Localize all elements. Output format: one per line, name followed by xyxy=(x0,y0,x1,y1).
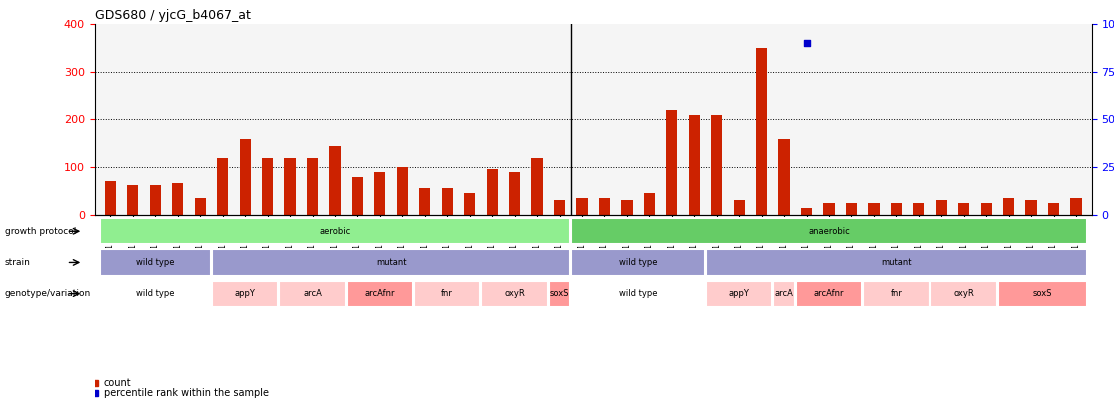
FancyBboxPatch shape xyxy=(863,281,929,307)
Text: wild type: wild type xyxy=(136,289,175,298)
FancyBboxPatch shape xyxy=(212,249,570,275)
Text: count: count xyxy=(104,378,131,388)
Bar xyxy=(397,167,408,215)
Bar xyxy=(195,198,206,215)
Bar xyxy=(756,48,768,215)
Text: genotype/variation: genotype/variation xyxy=(4,289,91,298)
FancyBboxPatch shape xyxy=(571,249,705,275)
FancyBboxPatch shape xyxy=(481,281,548,307)
Bar xyxy=(441,188,453,215)
Bar xyxy=(240,139,251,215)
FancyBboxPatch shape xyxy=(549,281,570,307)
Bar xyxy=(149,185,160,215)
Bar xyxy=(711,115,722,215)
Text: soxS: soxS xyxy=(1033,289,1052,298)
Text: arcA: arcA xyxy=(303,289,322,298)
Bar xyxy=(330,146,341,215)
Text: strain: strain xyxy=(4,258,30,267)
Bar xyxy=(1071,198,1082,215)
FancyBboxPatch shape xyxy=(706,249,1087,275)
Text: wild type: wild type xyxy=(619,258,657,267)
Text: soxS: soxS xyxy=(550,289,569,298)
Bar xyxy=(779,139,790,215)
Bar xyxy=(509,172,520,215)
Text: arcAfnr: arcAfnr xyxy=(813,289,844,298)
Text: growth protocol: growth protocol xyxy=(4,227,76,236)
Text: GDS680 / yjcG_b4067_at: GDS680 / yjcG_b4067_at xyxy=(95,9,251,22)
Text: anaerobic: anaerobic xyxy=(808,227,850,236)
Text: arcAfnr: arcAfnr xyxy=(364,289,395,298)
Text: mutant: mutant xyxy=(375,258,407,267)
FancyBboxPatch shape xyxy=(414,281,480,307)
Bar xyxy=(465,193,476,215)
Bar xyxy=(554,200,565,215)
Bar xyxy=(846,203,857,215)
Text: aerobic: aerobic xyxy=(320,227,351,236)
FancyBboxPatch shape xyxy=(930,281,997,307)
Text: arcA: arcA xyxy=(774,289,793,298)
FancyBboxPatch shape xyxy=(571,218,1087,244)
Bar xyxy=(644,193,655,215)
Bar xyxy=(733,200,745,215)
Text: fnr: fnr xyxy=(890,289,902,298)
Bar xyxy=(688,115,700,215)
FancyBboxPatch shape xyxy=(773,281,795,307)
Bar xyxy=(1048,203,1059,215)
FancyBboxPatch shape xyxy=(998,281,1087,307)
Bar xyxy=(173,183,184,215)
FancyBboxPatch shape xyxy=(571,281,705,307)
Text: percentile rank within the sample: percentile rank within the sample xyxy=(104,388,268,398)
Bar xyxy=(284,158,295,215)
Bar xyxy=(306,158,319,215)
Bar xyxy=(1026,200,1037,215)
FancyBboxPatch shape xyxy=(346,281,413,307)
FancyBboxPatch shape xyxy=(706,281,772,307)
Bar xyxy=(105,181,116,215)
FancyBboxPatch shape xyxy=(99,249,211,275)
Bar xyxy=(801,207,812,215)
Point xyxy=(798,40,815,47)
Bar xyxy=(958,203,969,215)
Bar xyxy=(419,188,430,215)
Bar xyxy=(127,185,138,215)
Text: mutant: mutant xyxy=(881,258,911,267)
FancyBboxPatch shape xyxy=(280,281,345,307)
Bar xyxy=(823,203,834,215)
Text: wild type: wild type xyxy=(136,258,175,267)
Text: oxyR: oxyR xyxy=(505,289,525,298)
Bar xyxy=(622,200,633,215)
Text: oxyR: oxyR xyxy=(954,289,974,298)
Text: appY: appY xyxy=(729,289,750,298)
Bar xyxy=(531,158,543,215)
Bar xyxy=(1003,198,1014,215)
Bar xyxy=(352,177,363,215)
Bar xyxy=(487,169,498,215)
Text: wild type: wild type xyxy=(619,289,657,298)
Bar xyxy=(666,110,677,215)
Bar xyxy=(576,198,587,215)
Bar xyxy=(262,158,273,215)
FancyBboxPatch shape xyxy=(99,281,211,307)
Bar xyxy=(374,172,385,215)
FancyBboxPatch shape xyxy=(99,218,570,244)
Text: appY: appY xyxy=(235,289,255,298)
Bar xyxy=(891,203,902,215)
Bar xyxy=(868,203,880,215)
Bar xyxy=(936,200,947,215)
Text: fnr: fnr xyxy=(441,289,453,298)
Bar xyxy=(980,203,991,215)
Bar xyxy=(913,203,925,215)
Bar xyxy=(599,198,610,215)
Bar xyxy=(217,158,228,215)
FancyBboxPatch shape xyxy=(212,281,278,307)
FancyBboxPatch shape xyxy=(795,281,862,307)
